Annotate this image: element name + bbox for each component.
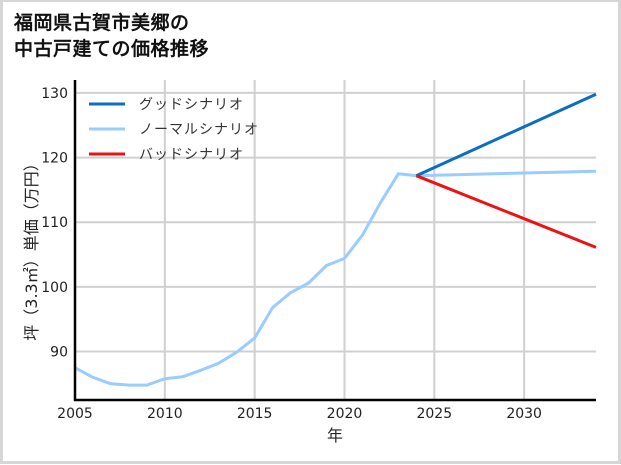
y-tick-label: 130	[41, 86, 68, 102]
series-line-2	[415, 174, 597, 249]
y-tick-label: 90	[50, 345, 68, 361]
x-tick-label: 2015	[237, 406, 273, 422]
legend-label: グッドシナリオ	[139, 97, 244, 113]
grid-lines	[75, 80, 596, 400]
y-axis-label: 坪（3.3㎡）単価（万円）	[22, 155, 41, 340]
x-tick-label: 2010	[147, 406, 183, 422]
x-tick-label: 2020	[327, 406, 363, 422]
tick-labels: 2005 2010 2015 2020 2025 2030 90 100 110 120 130	[41, 86, 542, 422]
y-tick-label: 100	[41, 280, 68, 296]
chart-title-line1: 福岡県古賀市美郷の	[14, 12, 190, 34]
data-series	[74, 92, 597, 387]
x-axis-label: 年	[327, 426, 343, 445]
legend-label: バッドシナリオ	[139, 147, 244, 163]
x-tick-label: 2030	[506, 406, 542, 422]
y-tick-label: 120	[41, 151, 68, 167]
x-tick-label: 2025	[416, 406, 452, 422]
axes	[73, 80, 596, 402]
x-tick-label: 2005	[57, 406, 93, 422]
chart-title-line2: 中古戸建ての価格推移	[14, 38, 210, 60]
chart-title: 福岡県古賀市美郷の 中古戸建ての価格推移	[14, 10, 209, 62]
series-line-1	[415, 92, 597, 178]
legend-label: ノーマルシナリオ	[139, 122, 259, 138]
y-tick-label: 110	[41, 215, 68, 231]
series-line-0	[74, 169, 597, 387]
